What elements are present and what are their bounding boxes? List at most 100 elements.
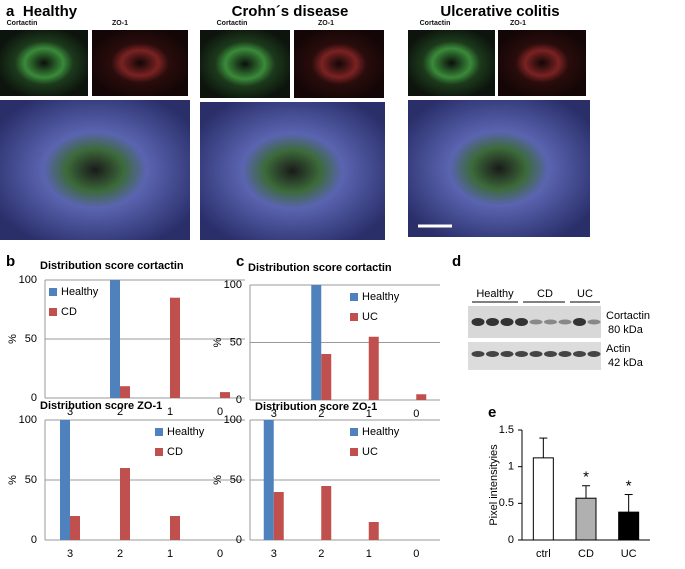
blot-band — [529, 351, 543, 357]
x-tick-label: 0 — [217, 548, 223, 560]
x-tick-label: 1 — [366, 548, 372, 560]
y-axis-label: % — [7, 475, 19, 485]
western-blot — [468, 301, 601, 370]
size-label: 80 kDa — [608, 324, 644, 336]
blot-band — [558, 319, 572, 325]
x-tick-label: ctrl — [536, 548, 551, 560]
channel-label: Cortactin — [217, 20, 248, 27]
legend-swatch — [155, 428, 163, 436]
y-tick-label: 0 — [508, 534, 514, 546]
blot-band — [471, 351, 485, 357]
x-tick-label: 2 — [117, 548, 123, 560]
bar — [321, 486, 332, 540]
blot-band — [500, 351, 514, 357]
legend-swatch — [350, 428, 358, 436]
annotation: * — [583, 469, 589, 486]
y-tick-label: 100 — [224, 279, 242, 291]
y-axis-label: % — [7, 334, 19, 344]
bar — [120, 468, 130, 540]
image — [200, 102, 385, 240]
chart-title: Distribution score cortactin — [248, 262, 392, 274]
bar — [110, 280, 120, 398]
protein-label: Actin — [606, 343, 630, 355]
bar — [60, 420, 70, 540]
bar — [532, 457, 554, 541]
x-tick-label: 2 — [318, 548, 324, 560]
bar — [321, 354, 332, 400]
channel-label: Cortactin — [420, 20, 451, 27]
image-title: Healthy — [23, 3, 78, 20]
channel-label: Cortactin — [7, 20, 38, 27]
image — [92, 30, 188, 96]
y-tick-label: 1.5 — [499, 424, 514, 436]
bar — [416, 394, 427, 400]
y-tick-label: 1 — [508, 461, 514, 473]
image — [294, 30, 384, 98]
chart-title: Distribution score ZO-1 — [255, 401, 377, 413]
size-label: 42 kDa — [608, 357, 644, 369]
panel-label: e — [488, 404, 496, 421]
panel-label: a — [6, 3, 15, 20]
image — [200, 30, 290, 98]
x-tick-label: 3 — [67, 548, 73, 560]
x-tick-label: 3 — [271, 408, 277, 420]
legend-swatch — [350, 448, 358, 456]
annotation: * — [626, 478, 632, 495]
blot-band — [515, 351, 528, 357]
y-tick-label: 100 — [224, 414, 242, 426]
x-tick-label: UC — [621, 548, 637, 560]
y-tick-label: 0 — [236, 394, 242, 406]
bar — [120, 386, 130, 398]
image-title: Ulcerative colitis — [440, 3, 559, 20]
blot-band — [544, 351, 557, 357]
legend-swatch — [49, 308, 57, 316]
y-tick-label: 50 — [230, 336, 242, 348]
image — [408, 30, 495, 96]
chart-title: Distribution score ZO-1 — [40, 400, 162, 412]
blot-band — [500, 318, 514, 326]
x-tick-label: 2 — [117, 406, 123, 418]
bar — [368, 522, 379, 540]
x-tick-label: 1 — [366, 408, 372, 420]
legend-label: Healthy — [167, 426, 205, 438]
blot-band — [515, 318, 528, 326]
y-tick-label: 50 — [25, 333, 37, 345]
bar — [70, 516, 80, 540]
legend-label: Healthy — [362, 426, 400, 438]
x-tick-label: 1 — [167, 406, 173, 418]
blot-group: CD — [537, 288, 553, 300]
blot-band — [486, 351, 499, 357]
microscopy — [0, 30, 590, 240]
image — [0, 30, 88, 96]
blot-group: UC — [577, 288, 593, 300]
channel-label: ZO-1 — [318, 20, 334, 27]
image — [408, 100, 590, 237]
blot-band — [558, 351, 572, 357]
y-tick-label: 0 — [236, 534, 242, 546]
y-axis-label: Pixel intensityies — [488, 444, 500, 526]
legend-swatch — [49, 288, 57, 296]
legend-label: CD — [167, 446, 183, 458]
bar — [273, 492, 284, 540]
bar — [170, 297, 180, 398]
x-tick-label: 2 — [318, 408, 324, 420]
panel-label: c — [236, 253, 244, 270]
blot-band — [471, 318, 485, 326]
protein-label: Cortactin — [606, 310, 650, 322]
legend-label: UC — [362, 446, 378, 458]
y-tick-label: 100 — [19, 274, 37, 286]
legend-label: UC — [362, 311, 378, 323]
legend-label: CD — [61, 306, 77, 318]
blot-band — [587, 351, 601, 357]
x-tick-label: 3 — [271, 548, 277, 560]
x-tick-label: 0 — [413, 548, 419, 560]
blot-band — [544, 319, 557, 325]
bar — [311, 285, 322, 400]
image — [498, 30, 586, 96]
bar — [170, 516, 180, 540]
bar — [368, 336, 379, 400]
x-tick-label: CD — [578, 548, 594, 560]
legend-label: Healthy — [362, 291, 400, 303]
x-tick-label: 3 — [67, 406, 73, 418]
y-tick-label: 0 — [31, 392, 37, 404]
